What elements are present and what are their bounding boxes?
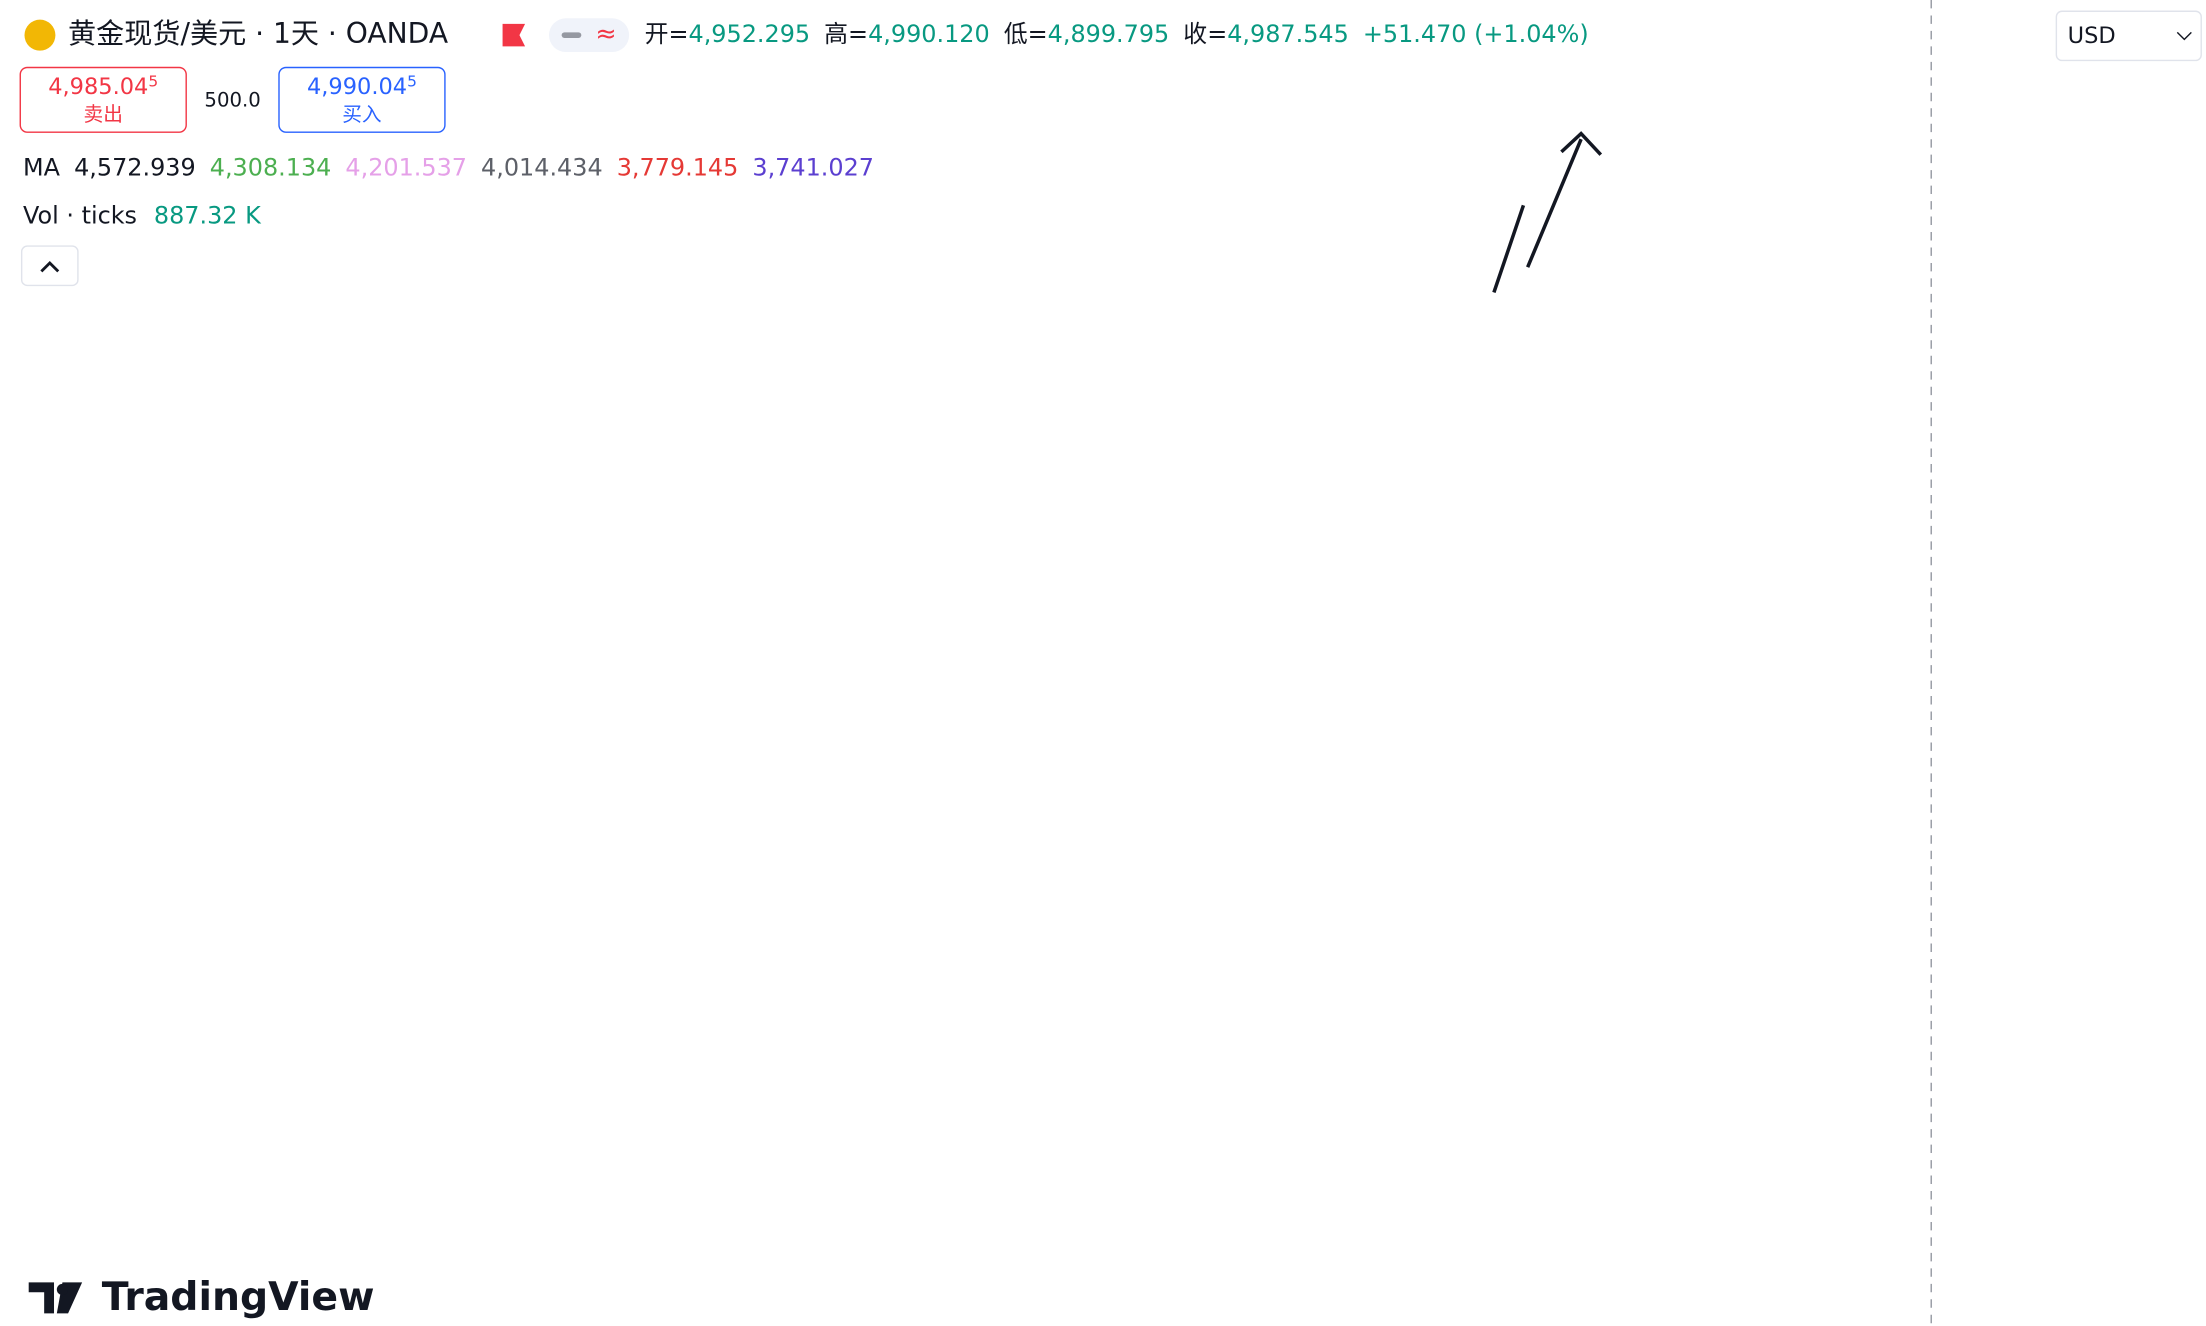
currency-select[interactable] (2055, 10, 2202, 62)
pip: 5 (407, 72, 417, 90)
buy-label: 买入 (342, 103, 381, 126)
ohlc-label: 开= (645, 20, 689, 48)
symbol-logo (24, 19, 56, 51)
icon (40, 260, 60, 273)
icon: ≈ (595, 19, 616, 48)
price: 4,985.04 (48, 74, 148, 100)
price-axis (2050, 0, 2206, 1326)
tv-icon (28, 1282, 83, 1314)
flag[interactable] (502, 23, 526, 47)
logo-text: TradingView (102, 1274, 375, 1320)
ohlc-label: 高= (824, 20, 868, 48)
ma-legend: MA 4,572.939 4,308.134 4,201.537 4,014.434 3,… (23, 154, 874, 182)
price: 4,990.04 (307, 74, 407, 100)
ohlc-label: 收= (1183, 20, 1227, 48)
ohlc-value: 4,952.295 (689, 20, 811, 48)
trend-line (1526, 138, 1583, 268)
trend-line (1492, 204, 1526, 294)
ohlc-value: 4,987.545 (1227, 20, 1349, 48)
icon (561, 32, 582, 38)
ma-value: 4,014.434 (481, 154, 603, 182)
ma-value: 3,779.145 (617, 154, 739, 182)
tv-icon (56, 1283, 69, 1296)
symbol: 黄金现货/美元 · 1天 · OANDA (68, 17, 448, 50)
ohlc-value: 4,990.120 (868, 20, 990, 48)
ma-value: 4,308.134 (210, 154, 332, 182)
ma-value: 4,201.537 (345, 154, 467, 182)
ma-value: 4,572.939 (74, 154, 196, 182)
sell-price: 4,985.045 (48, 72, 158, 100)
ohlc-label: 低= (1004, 20, 1048, 48)
vol-label: Vol · ticks (23, 202, 137, 230)
icon (2176, 31, 2192, 41)
drawing (1492, 131, 1603, 294)
currency: USD (2068, 23, 2116, 49)
spread: 500.0 (204, 89, 260, 112)
buy-button[interactable] (278, 66, 446, 133)
vol-legend: Vol · ticks 887.32 K (23, 202, 262, 230)
collapse-button[interactable] (20, 245, 79, 287)
sell-button[interactable] (19, 66, 187, 133)
buy-price: 4,990.045 (307, 72, 417, 100)
sell-label: 卖出 (84, 103, 123, 126)
change: +51.470 (+1.04%) (1363, 20, 1589, 48)
arrow-head (1560, 131, 1603, 156)
pip: 5 (148, 72, 158, 90)
vol-value: 887.32 K (154, 202, 262, 230)
ohlc-value: 4,899.795 (1048, 20, 1170, 48)
indicator-pill[interactable] (548, 18, 630, 53)
ma-value: 3,741.027 (752, 154, 874, 182)
ohlc: 开=4,952.295 高=4,990.120 低=4,899.795 收=4,987… (645, 20, 1589, 48)
ma-label: MA (23, 154, 61, 182)
